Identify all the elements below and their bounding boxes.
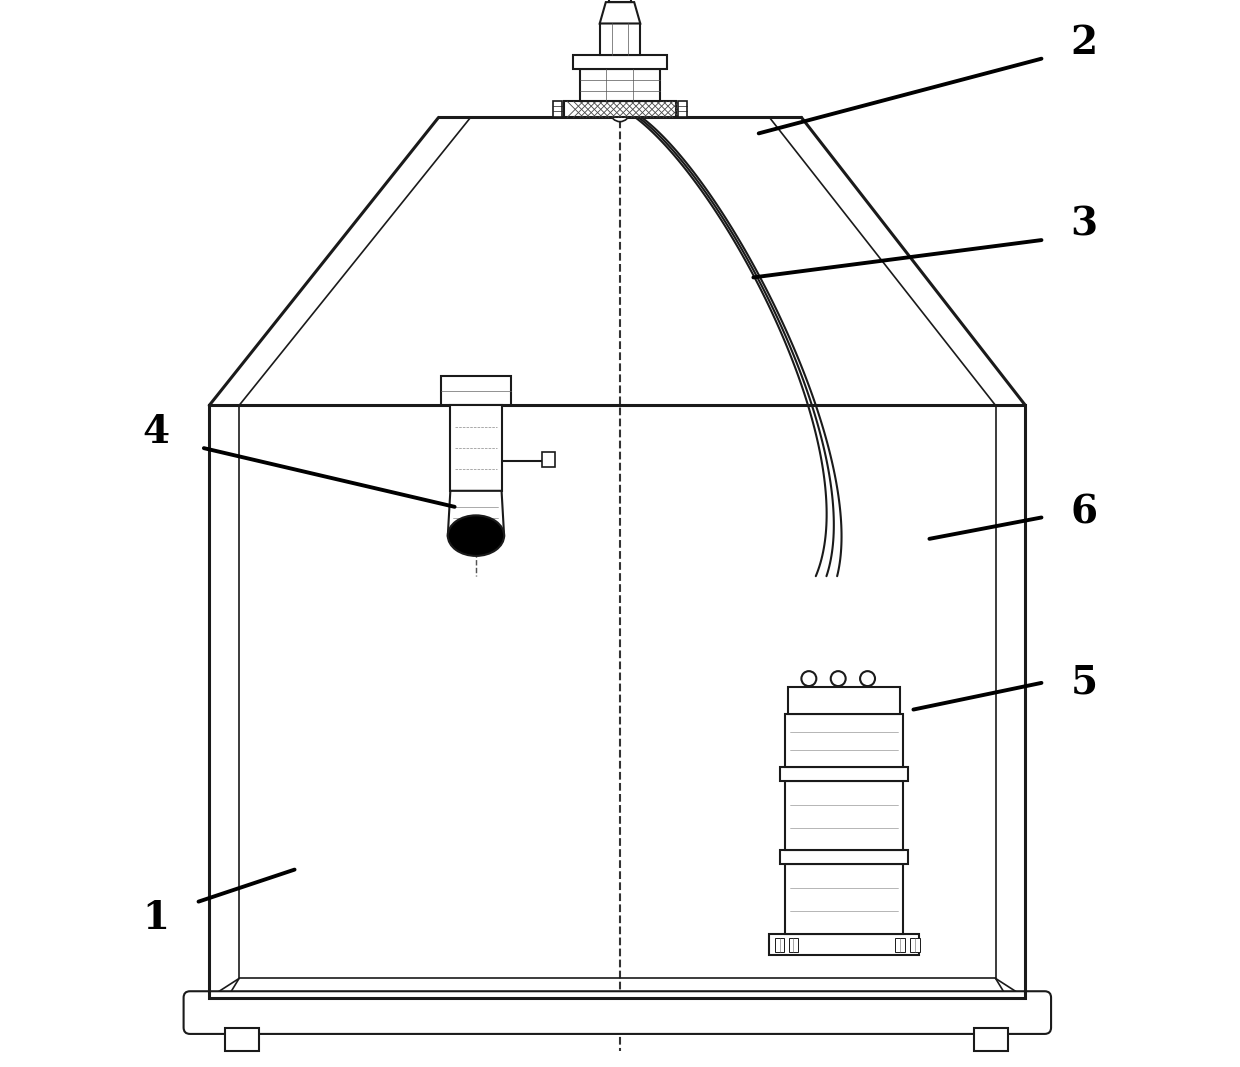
Polygon shape bbox=[600, 2, 640, 23]
Bar bbox=[785, 714, 903, 767]
FancyBboxPatch shape bbox=[184, 991, 1052, 1034]
Bar bbox=[600, 23, 640, 55]
Bar bbox=[564, 101, 676, 117]
Polygon shape bbox=[448, 491, 505, 536]
Text: 4: 4 bbox=[143, 413, 170, 451]
Circle shape bbox=[861, 671, 875, 686]
Text: 2: 2 bbox=[1070, 23, 1097, 62]
Bar bbox=[441, 376, 511, 405]
Bar bbox=[780, 850, 908, 864]
Bar bbox=[609, 0, 631, 2]
Text: 6: 6 bbox=[1070, 493, 1097, 531]
Circle shape bbox=[831, 671, 846, 686]
Bar bbox=[450, 405, 501, 491]
Bar bbox=[239, 405, 996, 978]
Bar bbox=[975, 1028, 1008, 1051]
Bar bbox=[542, 452, 556, 467]
Ellipse shape bbox=[448, 515, 505, 556]
Text: 5: 5 bbox=[1070, 664, 1097, 702]
Bar bbox=[553, 101, 562, 117]
Bar bbox=[573, 55, 667, 69]
Bar bbox=[780, 767, 908, 781]
Bar bbox=[789, 687, 900, 714]
Bar bbox=[895, 938, 905, 952]
Bar bbox=[785, 781, 903, 850]
Bar bbox=[226, 1028, 259, 1051]
Bar bbox=[789, 938, 799, 952]
Bar bbox=[678, 101, 687, 117]
Bar bbox=[580, 69, 660, 101]
Bar bbox=[785, 864, 903, 934]
Bar bbox=[775, 938, 785, 952]
Text: 1: 1 bbox=[143, 898, 170, 937]
Bar bbox=[910, 938, 920, 952]
Text: 3: 3 bbox=[1070, 205, 1097, 243]
Bar bbox=[769, 934, 919, 955]
Circle shape bbox=[801, 671, 816, 686]
Circle shape bbox=[610, 102, 630, 122]
Bar bbox=[210, 405, 1025, 998]
